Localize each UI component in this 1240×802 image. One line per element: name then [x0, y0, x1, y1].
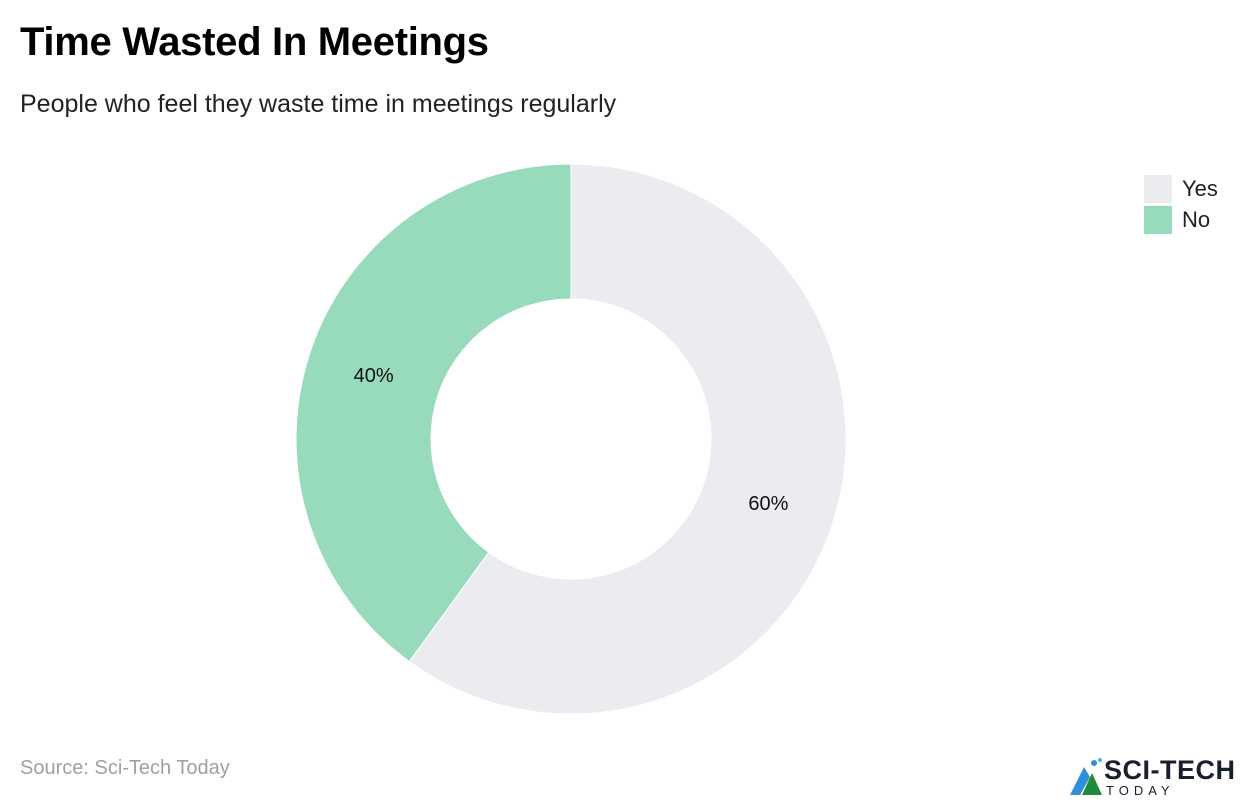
source-text: Source: Sci-Tech Today [20, 757, 230, 779]
logo-mark-icon [1070, 758, 1102, 795]
legend: Yes No [1144, 173, 1218, 235]
chart-title: Time Wasted In Meetings [20, 20, 489, 64]
legend-swatch-no [1144, 205, 1172, 234]
legend-item-yes: Yes [1144, 173, 1218, 204]
logo-subtext: TODAY [1106, 783, 1175, 798]
legend-label-yes: Yes [1182, 175, 1218, 201]
data-label-no: 40% [354, 365, 394, 387]
sci-tech-today-logo: SCI-TECH TODAY [1066, 755, 1238, 799]
legend-item-no: No [1144, 204, 1218, 235]
legend-label-no: No [1182, 206, 1211, 232]
donut-slice-yes [408, 163, 847, 715]
legend-swatch-yes [1144, 174, 1172, 203]
logo-text: SCI-TECH [1104, 755, 1236, 785]
donut-slice-no [295, 163, 572, 663]
data-label-yes: 60% [748, 493, 788, 515]
chart-subtitle: People who feel they waste time in meeti… [20, 90, 617, 118]
